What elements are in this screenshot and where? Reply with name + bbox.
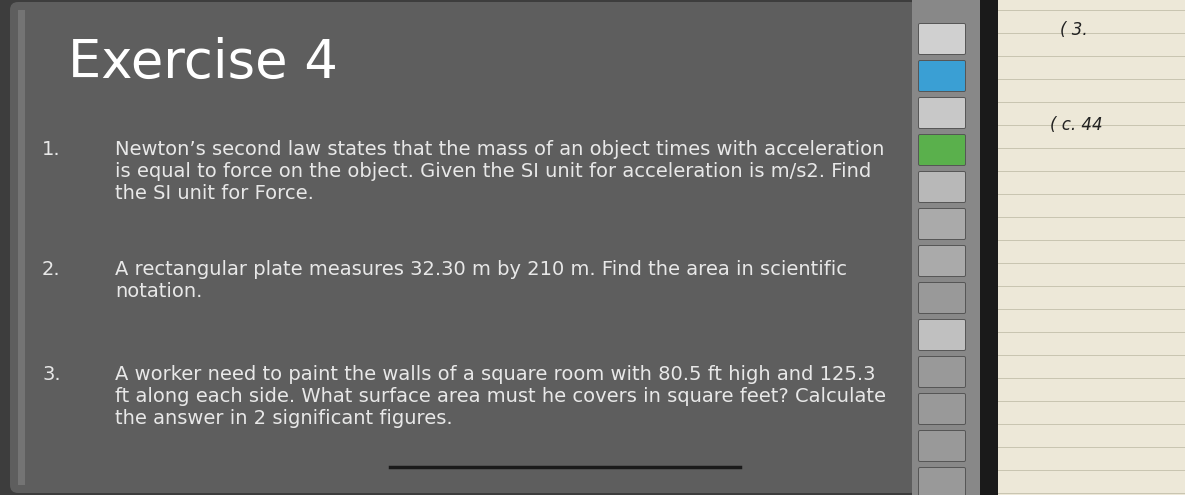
Text: A worker need to paint the walls of a square room with 80.5 ft high and 125.3: A worker need to paint the walls of a sq…	[115, 365, 876, 384]
FancyBboxPatch shape	[918, 431, 966, 461]
Text: A rectangular plate measures 32.30 m by 210 m. Find the area in scientific: A rectangular plate measures 32.30 m by …	[115, 260, 847, 279]
FancyBboxPatch shape	[918, 467, 966, 495]
Text: Exercise 4: Exercise 4	[68, 37, 338, 89]
FancyBboxPatch shape	[918, 356, 966, 388]
Bar	[912, 0, 980, 495]
FancyBboxPatch shape	[918, 60, 966, 92]
Text: 2.: 2.	[41, 260, 60, 279]
FancyBboxPatch shape	[918, 246, 966, 277]
Text: 3.: 3.	[41, 365, 60, 384]
FancyBboxPatch shape	[918, 394, 966, 425]
Text: Newton’s second law states that the mass of an object times with acceleration: Newton’s second law states that the mass…	[115, 140, 884, 159]
Text: ( c. 44: ( c. 44	[1050, 116, 1102, 134]
Text: is equal to force on the object. Given the SI unit for acceleration is m/s2. Fin: is equal to force on the object. Given t…	[115, 162, 871, 181]
Text: the answer in 2 significant figures.: the answer in 2 significant figures.	[115, 409, 453, 428]
FancyBboxPatch shape	[918, 283, 966, 313]
FancyBboxPatch shape	[918, 23, 966, 54]
Text: ( 3.: ( 3.	[1061, 21, 1088, 39]
FancyBboxPatch shape	[918, 135, 966, 165]
FancyBboxPatch shape	[918, 208, 966, 240]
FancyBboxPatch shape	[918, 98, 966, 129]
Text: notation.: notation.	[115, 282, 203, 301]
FancyBboxPatch shape	[918, 319, 966, 350]
Bar	[998, 0, 1185, 495]
Text: the SI unit for Force.: the SI unit for Force.	[115, 184, 314, 203]
FancyBboxPatch shape	[918, 171, 966, 202]
Bar	[18, 10, 25, 485]
FancyBboxPatch shape	[9, 2, 918, 493]
Bar	[980, 0, 998, 495]
Text: 1.: 1.	[41, 140, 60, 159]
Text: ft along each side. What surface area must he covers in square feet? Calculate: ft along each side. What surface area mu…	[115, 387, 886, 406]
